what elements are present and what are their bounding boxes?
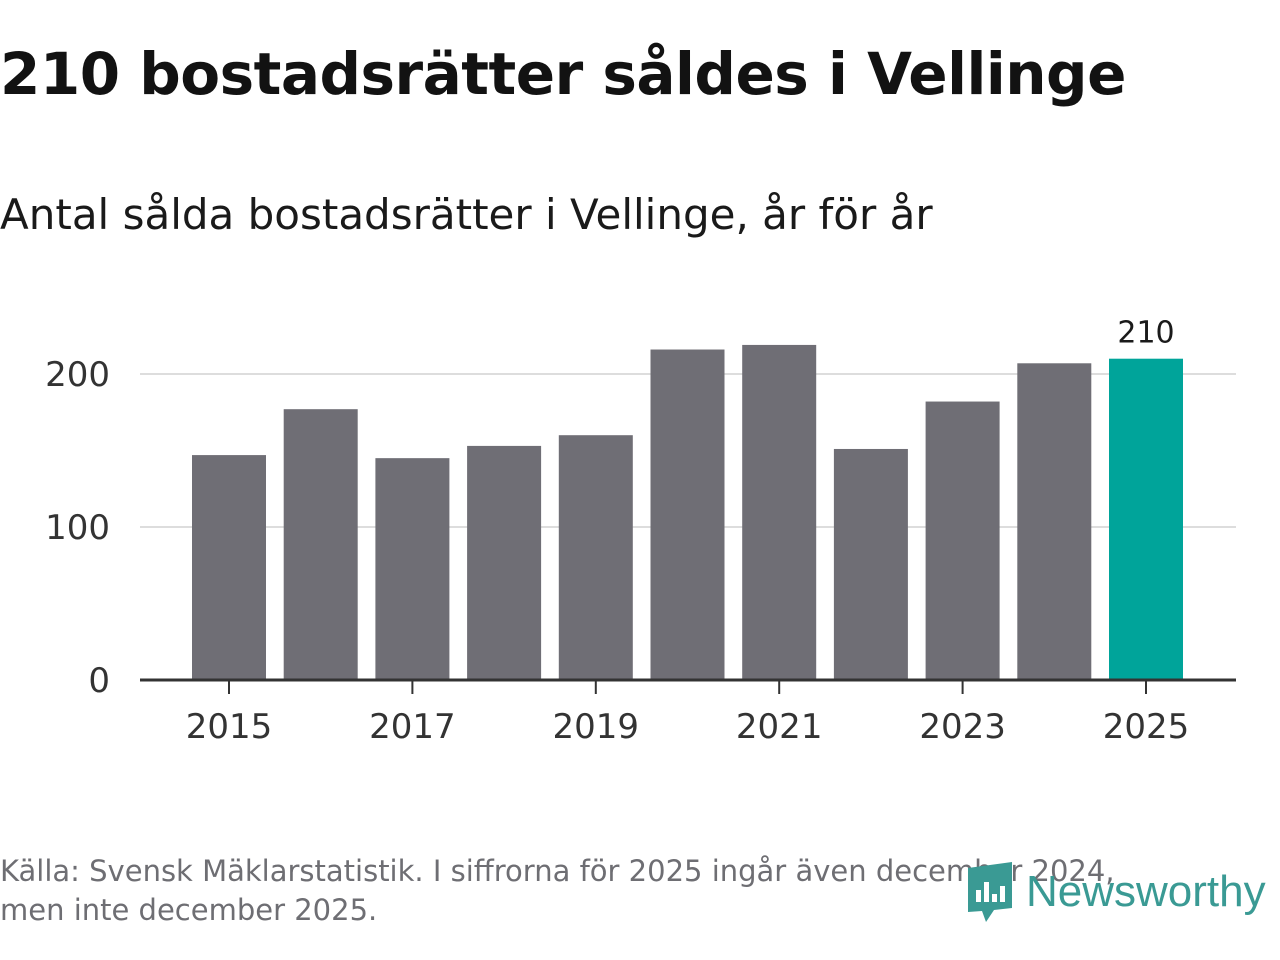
source-line-2: men inte december 2025. xyxy=(0,893,378,927)
y-tick-label: 100 xyxy=(45,508,110,548)
x-tick-label: 2023 xyxy=(919,707,1006,747)
x-tick-label: 2017 xyxy=(369,707,456,747)
bar-2017 xyxy=(375,458,450,680)
x-tick-label: 2019 xyxy=(553,707,640,747)
newsworthy-logo: Newsworthy xyxy=(964,860,1266,924)
x-tick-label: 2021 xyxy=(736,707,823,747)
x-tick-label: 2015 xyxy=(186,707,273,747)
bars xyxy=(192,344,1183,680)
bar-2019 xyxy=(558,435,633,680)
bar-2016 xyxy=(283,409,358,680)
page-title: 210 bostadsrätter såldes i Vellinge xyxy=(0,40,1126,108)
bar-2023 xyxy=(925,401,1000,680)
bar-2022 xyxy=(833,448,908,680)
bar-2021 xyxy=(742,344,817,680)
source-line-1: Källa: Svensk Mäklarstatistik. I siffror… xyxy=(0,854,1115,888)
y-tick-label: 0 xyxy=(88,661,110,701)
bar-2018 xyxy=(467,445,542,680)
bar-2025 xyxy=(1109,358,1183,680)
source-note: Källa: Svensk Mäklarstatistik. I siffror… xyxy=(0,852,1220,930)
bar-2024 xyxy=(1017,363,1092,680)
chart-subtitle: Antal sålda bostadsrätter i Vellinge, år… xyxy=(0,190,933,239)
y-tick-label: 200 xyxy=(45,355,110,395)
brand-name: Newsworthy xyxy=(1026,867,1266,916)
newsworthy-logo-icon xyxy=(968,862,1012,922)
bar-2015 xyxy=(192,455,266,680)
bar-chart: 0 100 200 2015 2017 2019 2021 2023 2025 210 xyxy=(45,316,1236,747)
x-axis xyxy=(140,678,1236,694)
data-label: 210 xyxy=(1117,316,1174,351)
x-tick-label: 2025 xyxy=(1103,707,1190,747)
labels: 0 100 200 2015 2017 2019 2021 2023 2025 210 xyxy=(45,316,1189,747)
bar-2020 xyxy=(650,349,725,680)
